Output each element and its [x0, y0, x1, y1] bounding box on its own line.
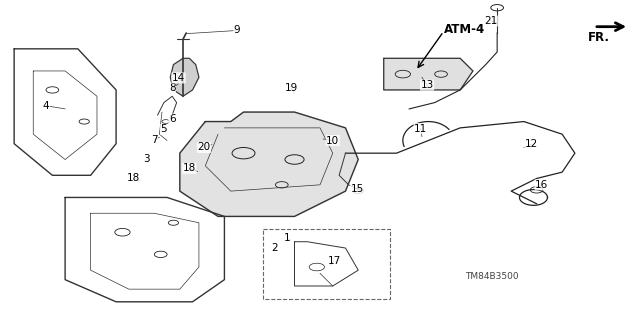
Text: 13: 13 [420, 80, 434, 90]
Text: 4: 4 [43, 101, 49, 111]
FancyBboxPatch shape [262, 229, 390, 299]
Text: TM84B3500: TM84B3500 [465, 272, 519, 281]
Text: 9: 9 [234, 26, 241, 35]
Text: 21: 21 [484, 16, 497, 26]
Text: 6: 6 [169, 114, 175, 124]
Text: 15: 15 [350, 184, 364, 194]
Text: 5: 5 [161, 124, 167, 135]
Text: 8: 8 [169, 83, 175, 93]
Text: 3: 3 [143, 154, 150, 165]
Text: FR.: FR. [588, 32, 610, 44]
Text: 12: 12 [525, 139, 538, 149]
Text: 20: 20 [198, 143, 211, 152]
Text: 18: 18 [127, 173, 141, 183]
Text: 10: 10 [326, 136, 339, 145]
Text: 11: 11 [414, 123, 428, 134]
Text: 17: 17 [328, 256, 340, 266]
Text: 19: 19 [285, 83, 298, 93]
Text: 1: 1 [284, 233, 290, 243]
Text: 16: 16 [535, 180, 548, 190]
Text: 14: 14 [172, 73, 185, 83]
Text: 7: 7 [151, 135, 157, 145]
Polygon shape [384, 58, 473, 90]
Text: 18: 18 [183, 163, 196, 173]
Text: ATM-4: ATM-4 [444, 23, 486, 36]
Polygon shape [180, 112, 358, 216]
Polygon shape [170, 58, 199, 96]
Text: 2: 2 [271, 243, 277, 253]
